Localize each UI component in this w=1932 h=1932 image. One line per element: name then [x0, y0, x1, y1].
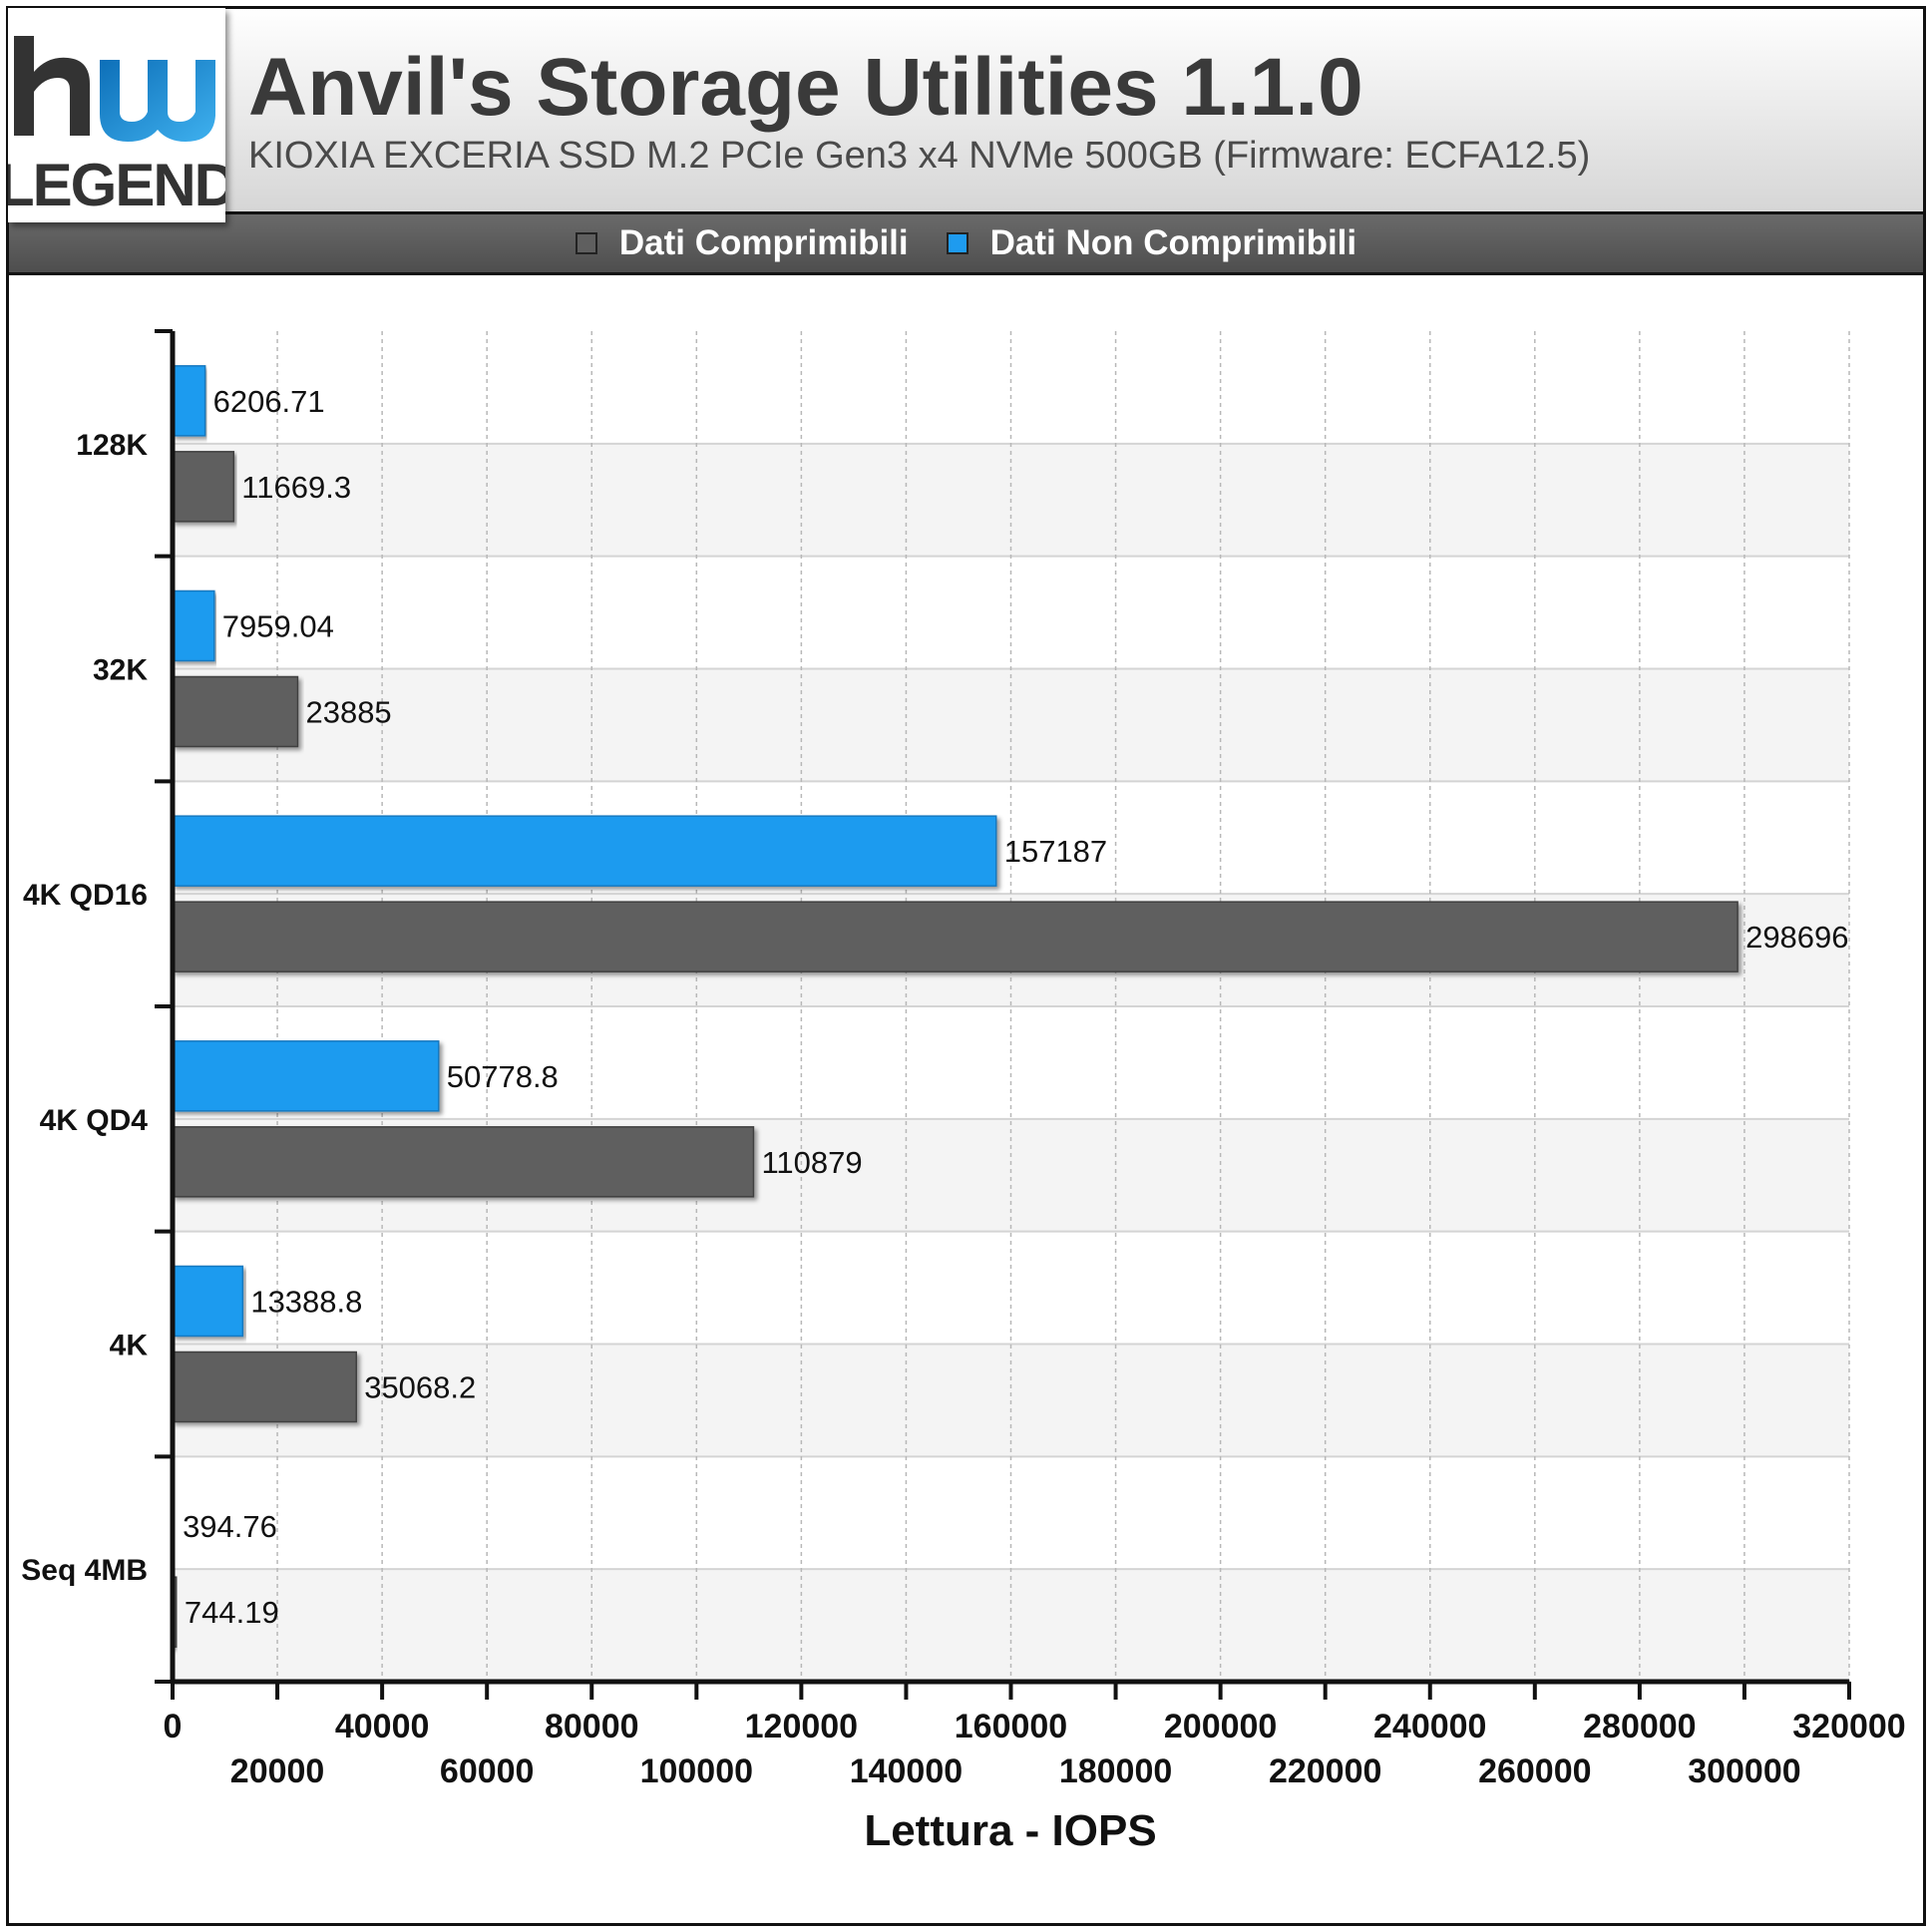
x-tick-label: 180000: [1059, 1752, 1172, 1790]
x-axis-title: Lettura - IOPS: [864, 1806, 1156, 1855]
x-tick-label: 320000: [1792, 1708, 1905, 1745]
category-label: 4K: [110, 1330, 149, 1362]
value-label-compressible: 298696: [1745, 920, 1848, 955]
axes: [155, 329, 1851, 1700]
category-label: 4K QD16: [23, 879, 148, 912]
legend-item-compressible: Dati Comprimibili: [575, 223, 909, 263]
x-tick-label: 160000: [955, 1708, 1067, 1745]
value-label-non-compressible: 157187: [1004, 834, 1107, 869]
bar-compressible: [172, 1126, 755, 1198]
x-tick-label: 240000: [1373, 1708, 1486, 1745]
value-label-non-compressible: 50778.8: [447, 1059, 559, 1094]
bar-compressible: [172, 675, 299, 748]
chart-legend: Dati Comprimibili Dati Non Comprimibili: [6, 211, 1926, 275]
legend-swatch-non-compressible: [946, 232, 968, 254]
bar-non-compressible: [172, 815, 997, 887]
x-tick-label: 20000: [230, 1752, 325, 1790]
legend-swatch-compressible: [575, 232, 597, 254]
x-tick-label: 100000: [640, 1752, 753, 1790]
value-label-non-compressible: 13388.8: [250, 1285, 362, 1320]
x-tick-label: 260000: [1478, 1752, 1591, 1790]
bars: [172, 365, 1739, 1648]
bar-compressible: [172, 1351, 357, 1423]
bar-non-compressible: [172, 589, 215, 662]
value-label-compressible: 110879: [761, 1145, 862, 1180]
value-label-non-compressible: 6206.71: [213, 384, 325, 419]
x-tick-label: 300000: [1688, 1752, 1800, 1790]
legend-label-non-compressible: Dati Non Comprimibili: [989, 223, 1357, 262]
x-tick-label: 40000: [335, 1708, 430, 1745]
x-tick-label: 220000: [1269, 1752, 1381, 1790]
bar-non-compressible: [172, 365, 206, 437]
category-label: Seq 4MB: [21, 1554, 148, 1587]
category-label: 32K: [93, 654, 148, 687]
value-label-compressible: 35068.2: [364, 1370, 476, 1405]
category-label: 4K QD4: [40, 1104, 149, 1137]
category-label: 128K: [76, 429, 148, 462]
value-label-compressible: 23885: [305, 695, 391, 730]
x-tick-label: 60000: [440, 1752, 535, 1790]
x-tick-label: 120000: [745, 1708, 858, 1745]
x-tick-label: 0: [164, 1708, 183, 1745]
value-label-compressible: 744.19: [185, 1595, 279, 1630]
value-label-compressible: 11669.3: [241, 470, 351, 505]
bar-compressible: [172, 901, 1739, 972]
x-tick-label: 80000: [545, 1708, 639, 1745]
x-tick-label: 200000: [1164, 1708, 1277, 1745]
hwlegend-logo-mark: LEGEND: [0, 36, 237, 218]
legend-label-compressible: Dati Comprimibili: [618, 223, 909, 262]
bar-compressible: [172, 451, 235, 523]
value-label-non-compressible: 7959.04: [222, 609, 334, 644]
labels: 6206.71 11669.3 128K 7959.04 23885 32K 157187 2…: [21, 384, 1905, 1790]
chart-subtitle: KIOXIA EXCERIA SSD M.2 PCIe Gen3 x4 NVMe…: [248, 135, 1591, 177]
value-label-non-compressible: 394.76: [183, 1509, 277, 1544]
legend-item-non-compressible: Dati Non Comprimibili: [946, 223, 1357, 263]
bar-non-compressible: [172, 1265, 244, 1338]
grid-lines: [276, 331, 1850, 1682]
bar-non-compressible: [172, 1040, 440, 1112]
chart-title: Anvil's Storage Utilities 1.1.0: [248, 42, 1363, 133]
x-tick-label: 140000: [850, 1752, 963, 1790]
logo-text: LEGEND: [8, 152, 225, 218]
chart-header: Anvil's Storage Utilities 1.1.0 KIOXIA E…: [6, 6, 1926, 211]
x-tick-label: 280000: [1583, 1708, 1696, 1745]
hwlegend-logo: LEGEND: [0, 8, 237, 222]
